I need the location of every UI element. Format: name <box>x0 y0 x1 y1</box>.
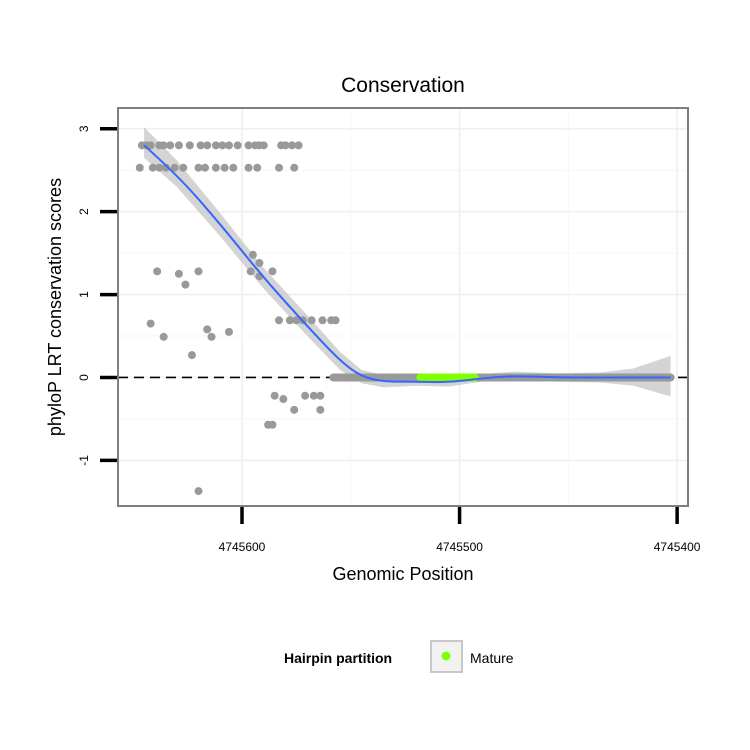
data-point <box>155 163 164 172</box>
data-point <box>290 163 299 172</box>
data-point <box>146 319 155 328</box>
data-point <box>166 141 175 150</box>
legend-key-dot <box>441 651 451 661</box>
data-point <box>316 391 325 400</box>
data-point <box>170 163 179 172</box>
legend-label-mature: Mature <box>470 650 514 666</box>
data-point <box>279 395 288 404</box>
data-point <box>229 163 238 172</box>
y-tick-label: 2 <box>77 208 91 215</box>
data-point <box>309 391 318 400</box>
data-point <box>255 259 264 268</box>
data-point <box>233 141 242 150</box>
data-point <box>270 391 279 400</box>
data-point <box>203 141 212 150</box>
data-point <box>201 163 210 172</box>
data-point <box>179 163 188 172</box>
data-point <box>153 267 162 276</box>
data-point <box>194 267 203 276</box>
confidence-band-area <box>144 127 671 397</box>
legend: Hairpin partition Mature <box>284 640 514 673</box>
x-axis: 4745600 4745500 4745400 <box>219 507 701 554</box>
plot-panel <box>117 107 689 507</box>
data-point <box>224 327 233 336</box>
data-point <box>181 280 190 289</box>
data-point <box>207 332 216 341</box>
y-axis-title: phyloP LRT conservation scores <box>45 178 65 436</box>
data-point <box>159 332 168 341</box>
data-point <box>316 405 325 414</box>
data-point <box>268 420 277 429</box>
data-point <box>244 141 253 150</box>
x-axis-title: Genomic Position <box>332 564 473 584</box>
data-point <box>224 141 233 150</box>
data-point <box>288 141 297 150</box>
data-point <box>301 391 310 400</box>
data-point <box>148 163 157 172</box>
smooth-line <box>143 144 671 384</box>
grid <box>118 108 688 506</box>
x-tick-label: 4745500 <box>436 540 483 554</box>
data-point <box>194 163 203 172</box>
data-point <box>161 163 170 172</box>
data-point <box>187 351 196 360</box>
data-point <box>290 405 299 414</box>
data-point <box>244 163 253 172</box>
data-point <box>203 325 212 334</box>
x-tick-label: 4745600 <box>219 540 266 554</box>
data-point <box>294 141 303 150</box>
data-point <box>185 141 194 150</box>
x-tick-label: 4745400 <box>654 540 701 554</box>
data-point <box>196 141 205 150</box>
data-point <box>281 141 290 150</box>
data-point <box>220 163 229 172</box>
data-point <box>331 316 340 325</box>
data-point <box>146 141 155 150</box>
data-point <box>318 316 327 325</box>
data-point <box>211 141 220 150</box>
data-point <box>248 250 257 259</box>
data-point <box>274 163 283 172</box>
y-tick-label: 0 <box>77 374 91 381</box>
data-points <box>135 141 340 496</box>
legend-title: Hairpin partition <box>284 650 392 666</box>
data-point <box>246 267 255 276</box>
data-point <box>253 163 262 172</box>
data-point <box>274 316 283 325</box>
data-point <box>268 267 277 276</box>
data-point <box>285 316 294 325</box>
data-point <box>218 141 227 150</box>
data-point <box>292 316 301 325</box>
data-point <box>135 163 144 172</box>
data-point <box>174 269 183 278</box>
y-tick-label: 3 <box>77 125 91 132</box>
chart-title: Conservation <box>341 74 465 97</box>
data-point <box>174 141 183 150</box>
data-point <box>159 141 168 150</box>
data-point <box>194 487 203 496</box>
data-point <box>211 163 220 172</box>
y-axis: -1 0 1 2 3 <box>77 125 117 466</box>
legend-key <box>430 640 463 673</box>
y-tick-label: 1 <box>77 291 91 298</box>
y-tick-label: -1 <box>77 455 91 466</box>
confidence-band <box>144 127 671 397</box>
data-point <box>307 316 316 325</box>
data-point <box>259 141 268 150</box>
